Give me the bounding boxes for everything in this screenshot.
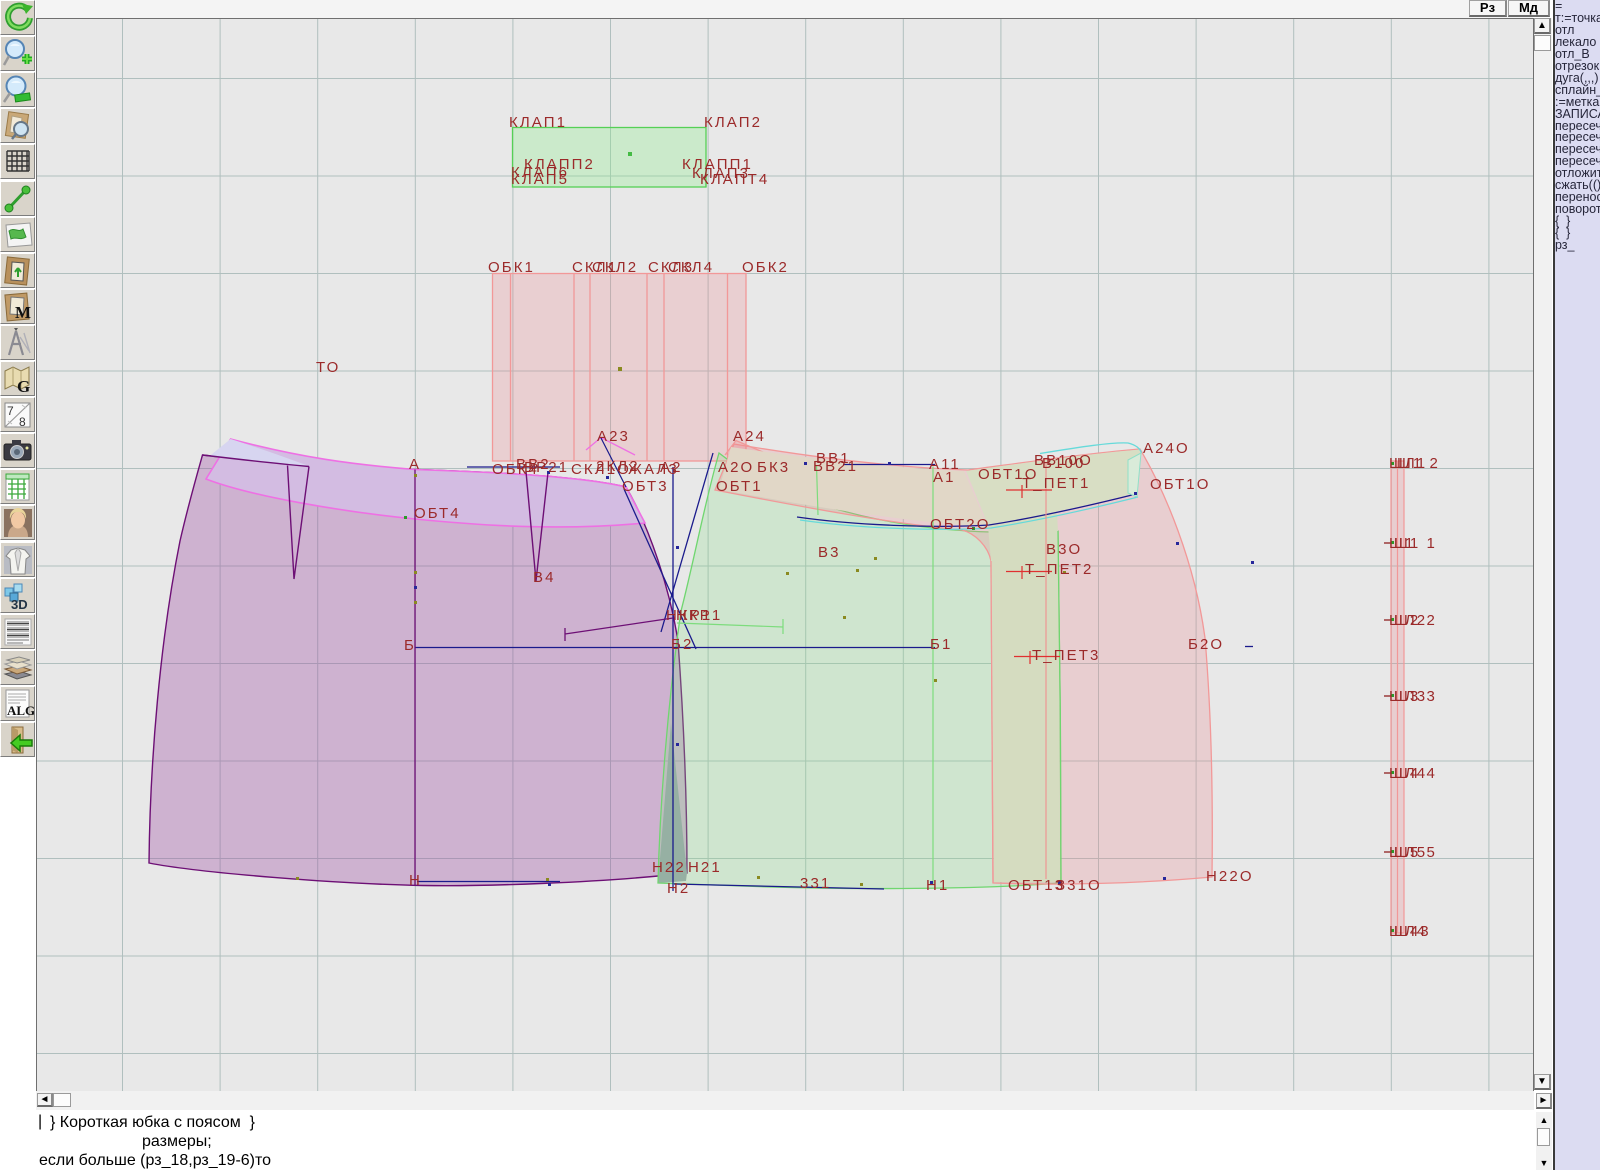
svg-text:КЛАП1: КЛАП1 <box>509 114 567 131</box>
svg-text:G: G <box>17 377 30 395</box>
svg-text:2КЛ2: 2КЛ2 <box>596 458 640 475</box>
svg-text:ШЛ3: ШЛ3 <box>1389 688 1427 705</box>
svg-text:КЛАП5: КЛАП5 <box>511 171 569 188</box>
svg-text:ОБК2: ОБК2 <box>742 259 789 276</box>
svg-text:СКЛ4: СКЛ4 <box>668 259 714 276</box>
svg-text:Б1: Б1 <box>930 636 952 653</box>
svg-text:ВР21: ВР21 <box>524 459 569 476</box>
svg-text:А11: А11 <box>929 456 961 473</box>
svg-text:З31О: З31О <box>1056 877 1102 894</box>
svg-text:Ш43: Ш43 <box>1394 923 1431 940</box>
svg-text:Ш1 2: Ш1 2 <box>1397 455 1440 472</box>
svg-text:ОБТ3: ОБТ3 <box>622 478 669 495</box>
svg-text:Т_ПЕТ2: Т_ПЕТ2 <box>1025 561 1093 578</box>
svg-text:СКЛ3: СКЛ3 <box>648 259 694 276</box>
svg-text:ТО: ТО <box>316 359 340 376</box>
svg-text:ОБК1: ОБК1 <box>488 259 535 276</box>
svg-text:В4: В4 <box>533 569 556 586</box>
svg-text:А2: А2 <box>660 459 683 476</box>
svg-text:В100: В100 <box>1042 455 1085 472</box>
svg-text:СКЛ2: СКЛ2 <box>592 259 638 276</box>
svg-text:M: M <box>15 303 31 322</box>
svg-text:КЛАП2: КЛАП2 <box>704 114 762 131</box>
svg-text:В3: В3 <box>818 544 841 561</box>
svg-text:СКЛ1: СКЛ1 <box>572 259 618 276</box>
svg-text:Ш1: Ш1 <box>1389 535 1415 552</box>
svg-text:НКР1: НКР1 <box>676 607 722 624</box>
svg-text:Н2: Н2 <box>667 880 690 897</box>
svg-text:Н21: Н21 <box>688 859 722 876</box>
svg-text:Н1: Н1 <box>926 877 949 894</box>
svg-text:КЛАПП1: КЛАПП1 <box>682 156 753 173</box>
svg-text:СКЛ1О: СКЛ1О <box>571 461 631 478</box>
svg-text:А24О: А24О <box>1143 440 1190 457</box>
svg-text:ОБТ2О: ОБТ2О <box>930 516 991 533</box>
svg-text:ОБК4: ОБК4 <box>492 461 539 478</box>
svg-text:7: 7 <box>7 404 14 418</box>
svg-text:ВВ1: ВВ1 <box>816 450 851 467</box>
svg-text:Ш5 5: Ш5 5 <box>1394 844 1437 861</box>
svg-text:Б: Б <box>404 637 416 654</box>
svg-text:ВВ2: ВВ2 <box>516 456 551 473</box>
svg-text:Б2: Б2 <box>671 636 693 653</box>
svg-text:ОБТ1: ОБТ1 <box>716 478 763 495</box>
svg-text:8: 8 <box>19 415 26 429</box>
svg-text:ВВ21: ВВ21 <box>813 458 858 475</box>
svg-text:ШЛ2: ШЛ2 <box>1389 612 1427 629</box>
svg-text:Т_ПЕТ1: Т_ПЕТ1 <box>1022 475 1090 492</box>
svg-text:А2О: А2О <box>718 459 754 476</box>
svg-text:Н: Н <box>409 872 422 889</box>
svg-text:ЖАЛ3: ЖАЛ3 <box>628 461 679 478</box>
svg-text:ШЛ4: ШЛ4 <box>1389 923 1427 940</box>
svg-text:Ш2 2: Ш2 2 <box>1394 612 1437 629</box>
svg-text:Ш3 3: Ш3 3 <box>1394 688 1437 705</box>
svg-text:В3О: В3О <box>1046 541 1082 558</box>
svg-text:Ш1 1: Ш1 1 <box>1394 535 1437 552</box>
svg-text:А1: А1 <box>933 469 956 486</box>
svg-text:Т_ПЕТ3: Т_ПЕТ3 <box>1032 647 1100 664</box>
svg-text:А24: А24 <box>733 428 766 445</box>
svg-text:КЛАП6: КЛАП6 <box>511 164 569 181</box>
svg-text:КЛАПТ4: КЛАПТ4 <box>700 171 769 188</box>
svg-text:ОБТ4: ОБТ4 <box>414 505 461 522</box>
svg-text:ОБТ1О: ОБТ1О <box>1150 476 1211 493</box>
svg-text:Б2О: Б2О <box>1188 636 1224 653</box>
svg-text:ALG: ALG <box>7 703 34 718</box>
svg-text:КЛАПП2: КЛАПП2 <box>524 156 595 173</box>
svg-text:ШЛ1: ШЛ1 <box>1389 455 1427 472</box>
svg-text:Н22: Н22 <box>652 859 686 876</box>
svg-text:ШЛ5: ШЛ5 <box>1389 844 1427 861</box>
svg-text:А23: А23 <box>597 428 630 445</box>
svg-text:ОБТ1О: ОБТ1О <box>978 466 1039 483</box>
svg-text:А: А <box>409 456 421 473</box>
svg-text:ВВ10О: ВВ10О <box>1034 452 1093 469</box>
svg-text:Н22О: Н22О <box>1206 868 1254 885</box>
svg-text:Ш4 4: Ш4 4 <box>1394 765 1437 782</box>
svg-text:БК3: БК3 <box>757 459 790 476</box>
svg-text:ОБТ13: ОБТ13 <box>1008 877 1065 894</box>
svg-text:ШЛ4: ШЛ4 <box>1389 765 1427 782</box>
svg-text:331: 331 <box>800 875 831 892</box>
svg-text:НКР1: НКР1 <box>666 607 712 624</box>
svg-text:КЛАП3: КЛАП3 <box>692 165 750 182</box>
svg-text:3D: 3D <box>11 597 28 612</box>
